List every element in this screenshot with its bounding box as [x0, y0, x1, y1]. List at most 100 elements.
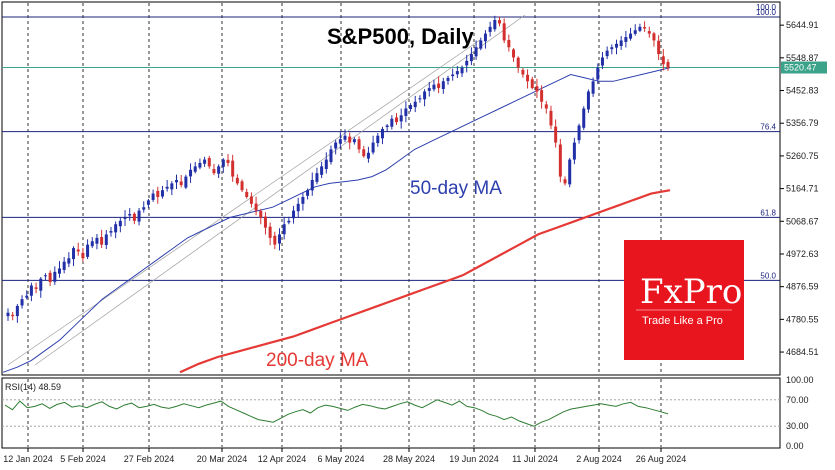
candle-body — [666, 61, 670, 68]
candle-body — [76, 249, 80, 252]
candle-body — [39, 278, 43, 291]
candle-body — [657, 40, 661, 55]
candle-body — [334, 142, 338, 149]
candle-body — [638, 26, 642, 31]
candles — [6, 15, 670, 323]
candle-body — [34, 287, 38, 289]
candle-body — [104, 234, 108, 245]
candle-body — [376, 135, 380, 144]
channel-line — [7, 39, 481, 366]
candle-body — [20, 299, 24, 306]
rsi-plot: 100.00 70.00 30.00 0.00 — [2, 375, 814, 451]
candle-body — [483, 33, 487, 42]
x-tick-label: 19 Jun 2024 — [449, 454, 499, 464]
candle-body — [502, 23, 506, 41]
ma50-series — [2, 67, 671, 373]
candle-body — [203, 159, 207, 164]
candle-body — [582, 108, 586, 128]
x-tick-label: 11 Jul 2024 — [512, 454, 558, 464]
candle-body — [329, 149, 333, 163]
x-tick-label: 26 Aug 2024 — [636, 454, 687, 464]
y-tick-label: 5452.83 — [786, 86, 819, 96]
candle-body — [128, 214, 132, 216]
candle-body — [577, 125, 581, 141]
fib-label: 50.0 — [760, 271, 776, 280]
candle-body — [610, 47, 614, 50]
candle-body — [189, 169, 193, 177]
candle-body — [142, 207, 146, 210]
candle-body — [240, 181, 244, 191]
candle-body — [109, 231, 113, 233]
candle-body — [357, 139, 361, 150]
candle-body — [348, 136, 352, 143]
x-axis: 12 Jan 2024 5 Feb 2024 27 Feb 2024 20 Mar 2… — [3, 448, 686, 464]
candle-body — [554, 126, 558, 143]
candle-body — [231, 160, 235, 177]
candle-body — [600, 57, 604, 66]
candle-body — [15, 305, 19, 317]
candle-body — [516, 57, 520, 68]
rsi-series — [4, 399, 669, 427]
candle-body — [385, 125, 389, 128]
candle-body — [287, 220, 291, 223]
candle-body — [465, 60, 469, 66]
candle-body — [57, 268, 61, 274]
grid-lines — [27, 3, 662, 447]
candle-body — [558, 144, 562, 177]
candle-body — [619, 40, 623, 46]
candle-body — [568, 159, 572, 185]
candle-body — [160, 190, 164, 197]
fib-label: 76.4 — [760, 123, 776, 132]
fib-label: 61.8 — [760, 208, 776, 217]
candle-body — [282, 224, 286, 235]
candle-body — [11, 314, 15, 317]
candle-body — [179, 181, 183, 186]
candle-body — [146, 200, 150, 205]
candle-body — [212, 169, 216, 174]
candle-body — [221, 159, 225, 167]
candle-body — [184, 176, 188, 188]
candle-body — [479, 40, 483, 49]
y-tick-label: 5356.79 — [786, 118, 819, 128]
candle-body — [245, 191, 249, 198]
candle-body — [90, 241, 94, 247]
channel-line — [34, 14, 526, 366]
rsi-label: RSI(14) 48.59 — [5, 382, 61, 392]
x-tick-label: 12 Apr 2024 — [258, 454, 307, 464]
candle-body — [86, 244, 90, 257]
candle-body — [170, 183, 174, 190]
candle-body — [338, 139, 342, 144]
candle-body — [549, 110, 553, 126]
chart-title: S&P500, Daily — [327, 24, 475, 49]
rsi-y-tick-label: 100.00 — [786, 375, 814, 385]
candle-body — [29, 285, 33, 296]
logo-background — [624, 240, 744, 360]
candle-body — [301, 197, 305, 204]
candle-body — [343, 135, 347, 140]
candle-body — [512, 49, 516, 58]
candle-body — [395, 117, 399, 123]
candle-body — [544, 104, 548, 109]
candle-body — [596, 67, 600, 80]
candle-body — [352, 139, 356, 143]
candle-body — [151, 193, 155, 200]
candle-body — [72, 248, 76, 260]
candle-body — [156, 190, 160, 198]
fxpro-logo: FxPro Trade Like a Pro — [624, 240, 744, 360]
candle-body — [460, 67, 464, 74]
candle-body — [362, 149, 366, 157]
fib-label: 100.0 — [756, 8, 777, 17]
candle-body — [474, 47, 478, 57]
candle-body — [446, 77, 450, 81]
candle-body — [273, 235, 277, 245]
y-tick-label: 4972.63 — [786, 249, 819, 259]
x-tick-label: 27 Feb 2024 — [124, 454, 175, 464]
x-tick-label: 6 May 2024 — [317, 454, 364, 464]
candle-body — [526, 74, 530, 82]
candle-body — [53, 271, 57, 282]
candle-body — [633, 30, 637, 34]
candle-body — [217, 166, 221, 174]
candle-body — [418, 98, 422, 100]
